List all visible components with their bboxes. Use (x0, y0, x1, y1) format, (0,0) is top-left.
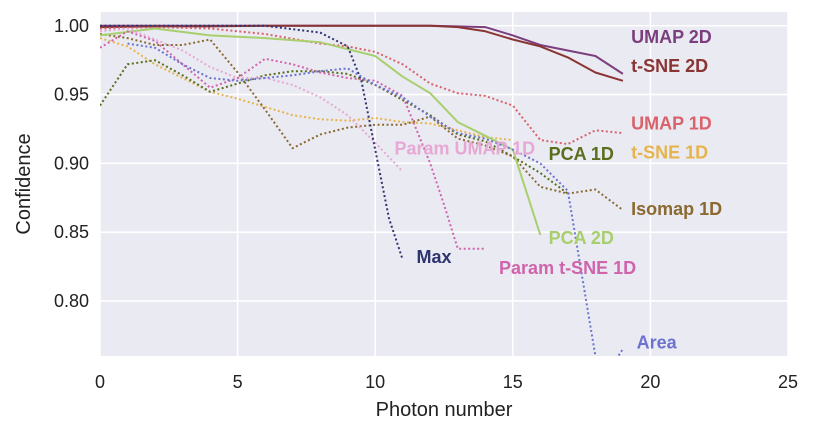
x-tick-label: 0 (95, 372, 105, 392)
y-tick-label: 0.80 (54, 291, 89, 311)
series-line-t-sne-2d (100, 24, 624, 82)
series-lines (100, 24, 624, 356)
series-label-area: Area (637, 332, 678, 352)
x-tick-label: 10 (365, 372, 385, 392)
x-tick-label: 20 (640, 372, 660, 392)
y-tick-labels: 0.80 0.85 0.90 0.95 1.00 (54, 16, 89, 311)
series-label-param-t-sne-1d: Param t-SNE 1D (499, 258, 636, 278)
y-axis-label: Confidence (13, 133, 35, 234)
series-label-t-sne-1d: t-SNE 1D (631, 143, 708, 163)
series-label-pca-2d: PCA 2D (549, 228, 614, 248)
series-label-umap-2d: UMAP 2D (631, 27, 712, 47)
series-label-umap-1d: UMAP 1D (631, 114, 712, 134)
x-tick-labels: 0 5 10 15 20 25 (95, 372, 798, 392)
x-tick-label: 25 (778, 372, 798, 392)
series-line-param-t-sne-1d (100, 30, 486, 250)
y-tick-label: 1.00 (54, 16, 89, 36)
x-tick-label: 5 (233, 372, 243, 392)
series-label-t-sne-2d: t-SNE 2D (631, 56, 708, 76)
series-label-pca-1d: PCA 1D (549, 144, 614, 164)
y-tick-label: 0.85 (54, 222, 89, 242)
series-label-param-umap-1d: Param UMAP 1D (394, 138, 535, 158)
series-label-max: Max (416, 247, 451, 267)
series-label-isomap-1d: Isomap 1D (631, 199, 722, 219)
series-line-param-umap-1d (100, 27, 404, 173)
series-line-isomap-1d (100, 33, 624, 211)
series-line-area (127, 42, 624, 356)
series-line-t-sne-1d (100, 37, 513, 141)
plot-background (100, 12, 788, 356)
series-line-pca-1d (100, 59, 569, 195)
y-tick-label: 0.90 (54, 153, 89, 173)
x-tick-label: 15 (503, 372, 523, 392)
series-labels: UMAP 2D t-SNE 2D UMAP 1D t-SNE 1D PCA 1D Isom… (394, 27, 722, 352)
x-axis-label: Photon number (376, 399, 513, 421)
y-tick-label: 0.95 (54, 85, 89, 105)
series-line-max (100, 24, 404, 261)
series-line-pca-2d (100, 27, 542, 236)
